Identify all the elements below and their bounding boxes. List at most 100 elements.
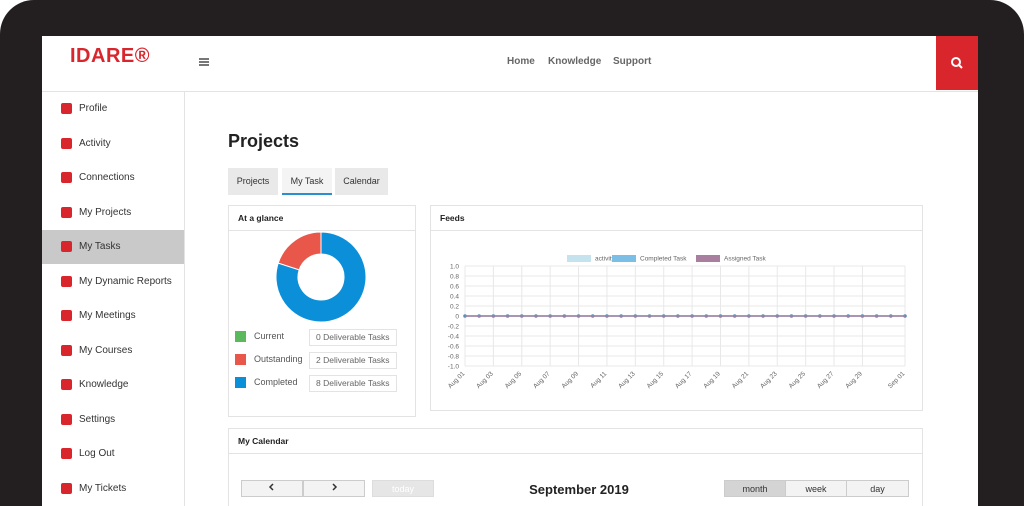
search-button[interactable] bbox=[936, 36, 978, 90]
sidebar-icon bbox=[61, 137, 72, 149]
x-tick-label: Aug 11 bbox=[589, 370, 608, 389]
tab[interactable]: Calendar bbox=[335, 168, 388, 195]
sidebar-item[interactable]: My Courses bbox=[42, 334, 184, 368]
sidebar-label: Log Out bbox=[79, 448, 115, 459]
y-tick-label: 0 bbox=[455, 314, 459, 321]
sidebar-item[interactable]: My Meetings bbox=[42, 299, 184, 333]
y-tick-label: 0.8 bbox=[450, 274, 459, 281]
menu-icon[interactable] bbox=[199, 58, 209, 66]
sidebar-icon bbox=[61, 482, 72, 494]
sidebar-item[interactable]: Connections bbox=[42, 161, 184, 195]
sidebar-item[interactable]: My Tasks bbox=[42, 230, 184, 264]
tab[interactable]: Projects bbox=[228, 168, 278, 195]
legend-label: activity bbox=[595, 256, 616, 263]
next-button[interactable] bbox=[303, 480, 365, 497]
sidebar-label: My Tickets bbox=[79, 482, 127, 494]
calendar-month: September 2019 bbox=[529, 482, 629, 497]
sidebar-item[interactable]: Profile bbox=[42, 92, 184, 126]
sidebar-icon bbox=[61, 344, 72, 356]
x-tick-label: Aug 25 bbox=[788, 370, 808, 390]
y-tick-label: -0.6 bbox=[448, 344, 460, 351]
legend-swatch bbox=[235, 354, 246, 365]
x-tick-label: Sep 01 bbox=[887, 370, 907, 390]
sidebar-item[interactable]: My Dynamic Reports bbox=[42, 265, 184, 299]
sidebar-label: My Tasks bbox=[79, 241, 121, 252]
sidebar-label: Activity bbox=[79, 137, 111, 149]
page-title: Projects bbox=[228, 131, 300, 151]
menu-icon-bar bbox=[199, 61, 209, 63]
y-tick-label: 0.6 bbox=[450, 284, 459, 291]
x-tick-label: Aug 03 bbox=[475, 370, 495, 390]
today-button[interactable]: today bbox=[372, 480, 434, 497]
header-border bbox=[42, 91, 978, 92]
y-tick-label: -0.2 bbox=[448, 324, 460, 331]
feeds-panel bbox=[430, 205, 923, 411]
nav-link[interactable]: Home bbox=[507, 56, 535, 67]
sidebar-item[interactable]: My Projects bbox=[42, 196, 184, 230]
y-tick-label: 1.0 bbox=[450, 264, 459, 271]
x-tick-label: Aug 15 bbox=[646, 370, 666, 390]
value-label: 8 Deliverable Tasks bbox=[309, 375, 397, 392]
x-tick-label: Aug 17 bbox=[674, 370, 694, 390]
value-label: 2 Deliverable Tasks bbox=[309, 352, 397, 369]
legend-label: Assigned Task bbox=[724, 256, 767, 263]
sidebar-icon bbox=[61, 379, 72, 390]
prev-button[interactable] bbox=[241, 480, 303, 497]
sidebar-item[interactable]: Activity bbox=[42, 127, 184, 161]
prev-icon bbox=[268, 483, 274, 491]
legend-swatch bbox=[235, 331, 246, 342]
logo[interactable]: IDARE® bbox=[70, 45, 150, 67]
legend-label: Outstanding bbox=[254, 354, 303, 364]
donut-segment bbox=[277, 231, 322, 271]
sidebar-icon bbox=[61, 310, 72, 321]
sidebar-border bbox=[184, 92, 185, 506]
tab-active[interactable]: My Task bbox=[282, 168, 332, 195]
legend-swatch bbox=[235, 377, 246, 388]
sidebar-icon bbox=[61, 413, 72, 425]
legend-swatch bbox=[612, 255, 636, 262]
sidebar-item[interactable]: Settings bbox=[42, 403, 184, 437]
sidebar-icon bbox=[61, 448, 72, 459]
sidebar-label: Connections bbox=[79, 172, 135, 183]
sidebar-label: My Dynamic Reports bbox=[79, 275, 172, 287]
x-tick-label: Aug 21 bbox=[731, 370, 751, 390]
view-button[interactable]: week bbox=[785, 480, 847, 497]
panel-divider bbox=[229, 453, 922, 454]
sidebar-icon bbox=[61, 275, 72, 287]
x-tick-label: Aug 29 bbox=[844, 370, 864, 390]
x-tick-label: Aug 05 bbox=[504, 370, 524, 390]
panel-divider bbox=[431, 230, 922, 231]
y-tick-label: -0.8 bbox=[448, 354, 460, 361]
sidebar-item[interactable]: Log Out bbox=[42, 437, 184, 471]
nav-link[interactable]: Support bbox=[613, 56, 652, 67]
sidebar-icon bbox=[61, 241, 72, 252]
legend-label: Completed Task bbox=[640, 256, 687, 263]
panel-divider bbox=[229, 230, 415, 231]
x-tick-label: Aug 19 bbox=[702, 370, 722, 390]
x-tick-label: Aug 01 bbox=[447, 370, 467, 390]
y-tick-label: 0.4 bbox=[450, 294, 459, 301]
sidebar-label: Knowledge bbox=[79, 379, 129, 390]
value-label: 0 Deliverable Tasks bbox=[309, 329, 397, 346]
legend-label: Completed bbox=[254, 377, 298, 387]
sidebar-icon bbox=[61, 103, 72, 114]
sidebar-label: My Courses bbox=[79, 344, 133, 356]
sidebar-label: My Meetings bbox=[79, 310, 136, 321]
sidebar-label: My Projects bbox=[79, 206, 132, 218]
sidebar-icon bbox=[61, 206, 72, 218]
y-tick-label: -0.4 bbox=[448, 334, 460, 341]
legend-swatch bbox=[696, 255, 720, 262]
y-tick-label: -1.0 bbox=[448, 364, 460, 371]
nav-link[interactable]: Knowledge bbox=[548, 56, 602, 67]
panel-title: My Calendar bbox=[238, 436, 289, 446]
x-tick-label: Aug 07 bbox=[532, 370, 552, 390]
sidebar-item[interactable]: Knowledge bbox=[42, 368, 184, 402]
view-button[interactable]: day bbox=[846, 480, 909, 497]
sidebar-label: Profile bbox=[79, 103, 108, 114]
sidebar-label: Settings bbox=[79, 413, 116, 425]
legend-swatch bbox=[567, 255, 591, 262]
donut-segment bbox=[275, 231, 367, 323]
sidebar-item[interactable]: My Tickets bbox=[42, 472, 184, 506]
